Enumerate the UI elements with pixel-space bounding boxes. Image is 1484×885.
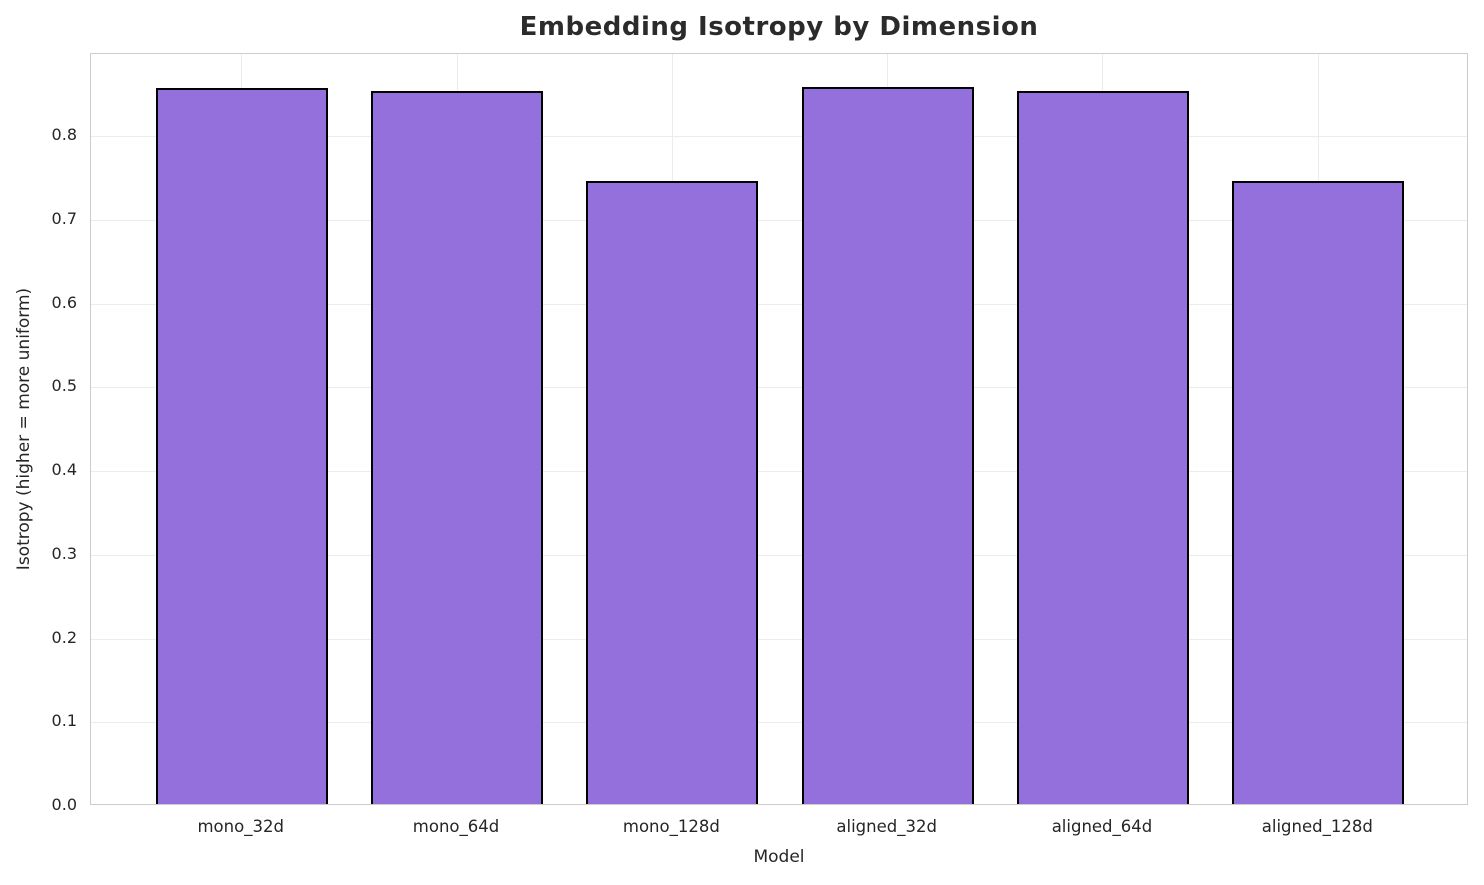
bar-mono_32d [155,88,328,804]
x-tick-label: aligned_128d [1261,817,1373,836]
bar-aligned_32d [801,87,974,804]
y-tick-label: 0.8 [51,125,77,145]
x-tick-label: mono_128d [622,817,720,836]
x-tick-label: aligned_32d [836,817,937,836]
y-axis-label: Isotropy (higher = more uniform) [14,287,34,571]
y-tick-label: 0.5 [51,376,77,396]
y-gridline [91,219,1467,221]
y-gridline [91,554,1467,556]
y-gridline [91,638,1467,640]
y-gridline [91,303,1467,305]
x-axis-label: Model [753,847,805,867]
y-gridline [91,722,1467,724]
y-tick-label: 0.4 [51,460,77,480]
plot-area [90,53,1468,805]
y-gridline [91,387,1467,389]
y-tick-label: 0.6 [51,292,77,312]
y-tick-label: 0.2 [51,627,77,647]
x-tick-label: mono_32d [197,817,284,836]
y-gridline [91,136,1467,138]
bar-mono_128d [586,180,759,804]
y-tick-label: 0.0 [51,795,77,814]
chart-title: Embedding Isotropy by Dimension [519,12,1039,42]
bar-aligned_128d [1232,180,1405,804]
y-tick-label: 0.1 [51,711,77,731]
x-tick-label: aligned_64d [1051,817,1153,836]
x-tick-label: mono_64d [412,817,500,836]
y-tick-label: 0.3 [51,543,77,563]
y-gridline [91,471,1467,473]
y-tick-label: 0.7 [51,208,77,228]
bar-aligned_64d [1016,90,1190,804]
bar-mono_64d [370,91,544,804]
